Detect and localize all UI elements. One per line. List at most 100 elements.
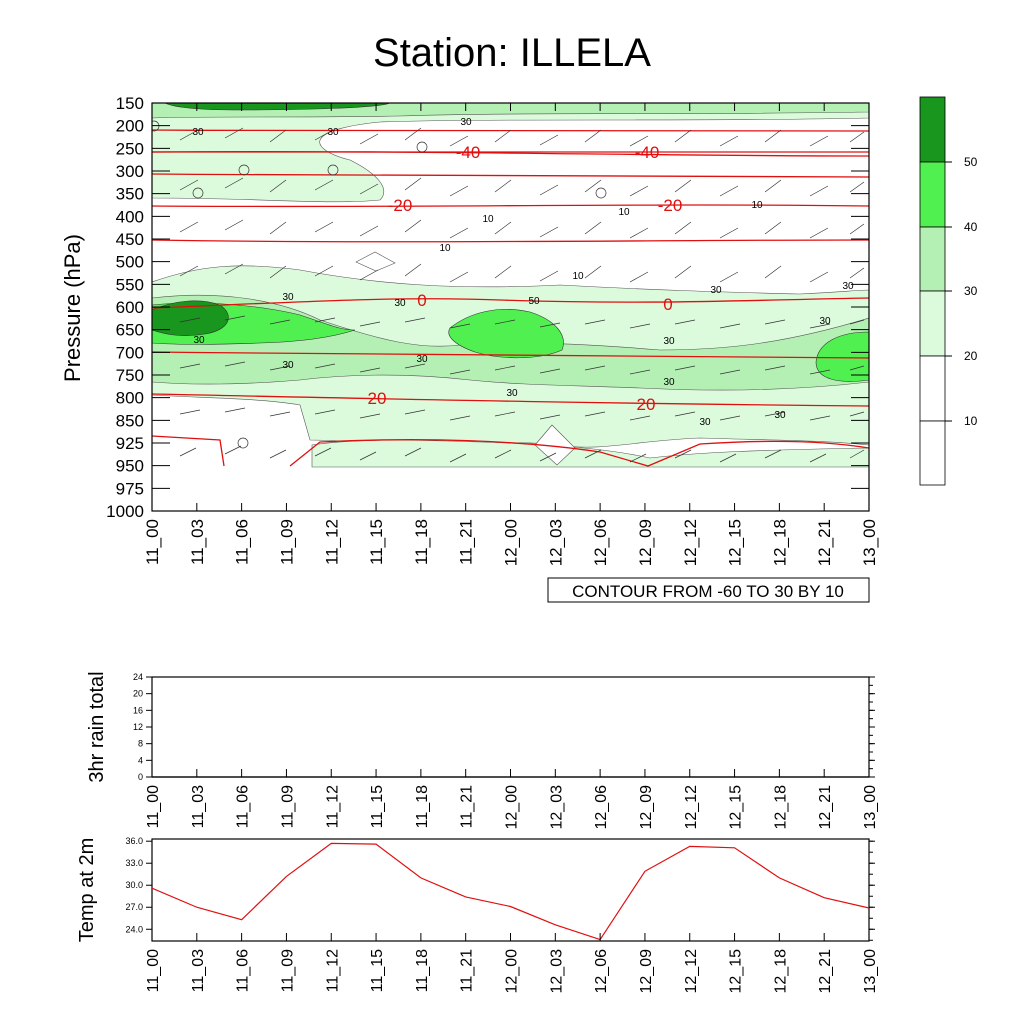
rh-contour-label: 30 [710, 285, 722, 296]
time-axis-main: 11_00 11_03 11_06 11_09 11_12 11_15 11_18 11_21… [143, 103, 879, 566]
isotherm [152, 239, 869, 243]
rh-contour-label: 50 [528, 296, 540, 307]
pressure-tick-label: 350 [116, 185, 144, 204]
rh-blob-center [448, 309, 564, 359]
time-tick-label: 12_09 [638, 949, 655, 994]
rh-contour-label: 30 [460, 117, 472, 128]
time-tick-label: 12_18 [772, 785, 789, 830]
time-tick-label: 11_15 [367, 519, 386, 565]
time-tick-label: 12_21 [817, 785, 834, 830]
temp-series-line [151, 842, 870, 941]
y-tick-label: 24 [133, 672, 143, 682]
time-tick-label: 12_15 [728, 785, 745, 830]
colorbar-box-20 [919, 290, 946, 357]
rh-contour-label: 10 [618, 207, 630, 218]
time-tick-label: 11_18 [414, 785, 431, 828]
temperature-contour-labels: -40 -40 -20 -20 0 0 20 20 [368, 143, 683, 414]
pressure-axis-label: Pressure (hPa) [60, 234, 85, 382]
time-tick-label: 12_00 [504, 949, 521, 994]
y-tick-label: 0 [138, 772, 143, 782]
time-tick-label: 12_21 [815, 519, 834, 566]
rh-band-mid-2 [152, 294, 869, 391]
y-tick-label: 27.0 [125, 902, 143, 912]
time-tick-label: 11_09 [277, 519, 296, 565]
time-tick-label: 11_06 [235, 785, 252, 828]
time-tick-label: 11_18 [412, 519, 431, 565]
rh-contour-labels: 30 30 30 10 10 10 10 10 30 30 30 30 50 30 30 30 30 30 30 30… [192, 117, 854, 428]
time-tick-label: 11_21 [459, 785, 476, 828]
time-tick-label: 11_09 [279, 949, 296, 992]
colorbar-box-30 [919, 226, 946, 292]
time-tick-label: 12_15 [726, 519, 745, 566]
pressure-tick-label: 925 [116, 434, 144, 453]
colorbar-label: 40 [964, 220, 978, 234]
pressure-tick-label: 150 [116, 94, 144, 113]
rh-contour-label: 30 [193, 335, 205, 346]
pressure-axis: 1502002503003504004505005506006507007508… [106, 94, 869, 521]
time-tick-label: 11_00 [145, 949, 162, 992]
time-tick-label: 11_03 [188, 519, 207, 565]
colorbar-label: 30 [964, 284, 978, 298]
colorbar: 10 20 30 40 50 [919, 96, 978, 486]
temperature-contours [152, 129, 869, 467]
time-tick-label: 11_06 [235, 949, 252, 992]
time-tick-label: 11_15 [369, 949, 386, 992]
isotherm-label: -20 [658, 196, 683, 215]
time-tick-label: 13_00 [860, 519, 879, 566]
temp-panel: 24.0 27.0 30.0 33.0 36.0 11_00 11_03 11_06 11_09… [76, 836, 879, 993]
rh-contour-label: 30 [416, 354, 428, 365]
rh-contour-label: 30 [282, 360, 294, 371]
rh-contour-label: 30 [819, 316, 831, 327]
colorbar-label: 10 [964, 414, 978, 428]
wind-barbs [152, 120, 865, 463]
rain-panel: 0 4 8 12 16 20 24 11_00 11_03 11_06 11_09 11_12 11_1… [86, 671, 879, 829]
pressure-tick-label: 750 [116, 366, 144, 385]
pressure-tick-label: 600 [116, 298, 144, 317]
rh-contour-label: 30 [699, 417, 711, 428]
pressure-tick-label: 950 [116, 457, 144, 476]
time-tick-label: 11_00 [143, 519, 162, 565]
time-tick-label: 12_00 [504, 785, 521, 830]
y-tick-label: 8 [138, 739, 143, 749]
time-tick-label: 11_15 [369, 785, 386, 828]
time-tick-label: 11_03 [190, 785, 207, 828]
rh-contour-label: 30 [663, 377, 675, 388]
pressure-tick-label: 850 [116, 411, 144, 430]
time-tick-label: 11_12 [322, 519, 341, 565]
time-tick-label: 12_18 [770, 519, 789, 566]
time-tick-label: 11_00 [145, 785, 162, 828]
time-tick-label: 13_00 [862, 785, 879, 830]
pressure-tick-label: 200 [116, 117, 144, 136]
time-tick-label: 12_03 [548, 785, 565, 830]
time-tick-label: 11_21 [457, 519, 476, 565]
colorbar-box-0 [919, 420, 946, 486]
time-tick-label: 12_18 [772, 949, 789, 994]
time-tick-label: 12_12 [681, 519, 700, 566]
rh-contour-label: 30 [663, 336, 675, 347]
isotherm-0 [152, 297, 869, 309]
isotherm-low [152, 435, 869, 467]
isotherm-label: 0 [663, 295, 672, 314]
rh-contour-label: 10 [572, 271, 584, 282]
pressure-tick-label: 650 [116, 321, 144, 340]
rh-contour-label: 10 [751, 200, 763, 211]
chart-title: Station: ILLELA [373, 31, 651, 75]
isotherm-label: 20 [637, 395, 656, 414]
colorbar-box-40 [919, 161, 946, 228]
rh-contour-label: 30 [327, 127, 339, 138]
pressure-tick-label: 700 [116, 343, 144, 362]
colorbar-label: 20 [964, 349, 978, 363]
colorbar-box-50plus [919, 96, 946, 163]
pressure-tick-label: 1000 [106, 502, 144, 521]
cross-section-panel: 30 30 30 10 10 10 10 10 30 30 30 30 50 30 30 30 30 30 30 30… [60, 94, 879, 603]
y-tick-label: 33.0 [125, 858, 143, 868]
rain-axes: 0 4 8 12 16 20 24 11_00 11_03 11_06 11_09 11_12 11_1… [133, 672, 879, 830]
time-tick-label: 12_03 [546, 519, 565, 566]
pressure-tick-label: 300 [116, 162, 144, 181]
isotherm [152, 129, 869, 132]
time-tick-label: 12_06 [593, 949, 610, 994]
isotherm-20 [152, 393, 869, 407]
isotherm-label: 0 [417, 291, 426, 310]
time-tick-label: 11_09 [279, 785, 296, 828]
